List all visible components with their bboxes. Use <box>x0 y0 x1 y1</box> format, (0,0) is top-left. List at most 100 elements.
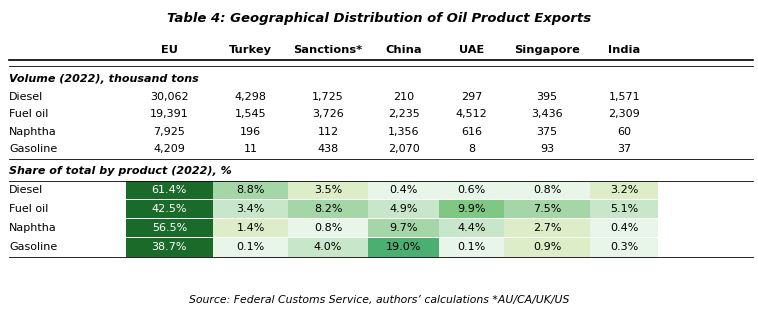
Text: 4,298: 4,298 <box>235 92 267 102</box>
Text: 2,235: 2,235 <box>387 109 419 119</box>
Text: 0.6%: 0.6% <box>457 185 486 195</box>
Text: 2.7%: 2.7% <box>533 223 561 233</box>
Bar <box>503 181 590 199</box>
Bar <box>440 238 503 256</box>
Text: 0.4%: 0.4% <box>610 223 639 233</box>
Text: 395: 395 <box>537 92 558 102</box>
Text: 4,209: 4,209 <box>153 144 186 154</box>
Text: Naphtha: Naphtha <box>9 223 57 233</box>
Bar <box>368 219 440 237</box>
Text: 438: 438 <box>318 144 339 154</box>
Text: 19.0%: 19.0% <box>386 242 421 252</box>
Text: Naphtha: Naphtha <box>9 127 57 137</box>
Bar <box>503 219 590 237</box>
Bar <box>126 181 213 199</box>
Text: 9.9%: 9.9% <box>457 204 486 214</box>
Bar <box>288 200 368 218</box>
Bar <box>126 200 213 218</box>
Bar <box>213 200 288 218</box>
Text: 0.1%: 0.1% <box>236 242 265 252</box>
Text: 11: 11 <box>243 144 258 154</box>
Text: UAE: UAE <box>459 45 484 56</box>
Text: 8: 8 <box>468 144 475 154</box>
Text: 9.7%: 9.7% <box>390 223 418 233</box>
Text: Fuel oil: Fuel oil <box>9 204 49 214</box>
Text: 616: 616 <box>461 127 482 137</box>
Text: 38.7%: 38.7% <box>152 242 187 252</box>
Text: 0.1%: 0.1% <box>457 242 486 252</box>
Text: India: India <box>609 45 641 56</box>
Text: 210: 210 <box>393 92 414 102</box>
Text: 0.3%: 0.3% <box>610 242 638 252</box>
Text: 19,391: 19,391 <box>150 109 189 119</box>
Text: 37: 37 <box>617 144 631 154</box>
Text: 7,925: 7,925 <box>153 127 186 137</box>
Bar <box>440 200 503 218</box>
Bar <box>503 238 590 256</box>
Text: Volume (2022), thousand tons: Volume (2022), thousand tons <box>9 74 199 84</box>
Text: 30,062: 30,062 <box>150 92 189 102</box>
Bar <box>288 219 368 237</box>
Text: Sanctions*: Sanctions* <box>293 45 362 56</box>
Text: 2,070: 2,070 <box>387 144 419 154</box>
Text: 8.2%: 8.2% <box>314 204 343 214</box>
Text: Gasoline: Gasoline <box>9 242 57 252</box>
Text: Fuel oil: Fuel oil <box>9 109 49 119</box>
Text: 1,356: 1,356 <box>388 127 419 137</box>
Text: 4,512: 4,512 <box>456 109 487 119</box>
Text: 1,725: 1,725 <box>312 92 344 102</box>
Bar <box>590 181 659 199</box>
Text: 196: 196 <box>240 127 262 137</box>
Text: 4.4%: 4.4% <box>457 223 486 233</box>
Bar <box>213 238 288 256</box>
Bar <box>503 200 590 218</box>
Text: 1,545: 1,545 <box>235 109 266 119</box>
Text: 61.4%: 61.4% <box>152 185 187 195</box>
Bar <box>368 181 440 199</box>
Text: China: China <box>385 45 422 56</box>
Bar <box>213 219 288 237</box>
Text: 5.1%: 5.1% <box>610 204 638 214</box>
Bar <box>590 238 659 256</box>
Bar <box>126 238 213 256</box>
Text: Source: Federal Customs Service, authors’ calculations *AU/CA/UK/US: Source: Federal Customs Service, authors… <box>189 295 569 305</box>
Text: 112: 112 <box>318 127 339 137</box>
Text: 0.9%: 0.9% <box>533 242 561 252</box>
Text: 2,309: 2,309 <box>609 109 641 119</box>
Text: 4.9%: 4.9% <box>390 204 418 214</box>
Bar <box>368 238 440 256</box>
Text: 375: 375 <box>537 127 558 137</box>
Text: Turkey: Turkey <box>229 45 272 56</box>
Bar <box>213 181 288 199</box>
Text: Table 4: Geographical Distribution of Oil Product Exports: Table 4: Geographical Distribution of Oi… <box>167 12 591 26</box>
Text: 0.8%: 0.8% <box>533 185 561 195</box>
Text: 0.8%: 0.8% <box>314 223 342 233</box>
Bar <box>440 219 503 237</box>
Bar <box>126 219 213 237</box>
Text: 56.5%: 56.5% <box>152 223 187 233</box>
Text: 0.4%: 0.4% <box>390 185 418 195</box>
Text: 7.5%: 7.5% <box>533 204 561 214</box>
Bar <box>440 181 503 199</box>
Bar <box>288 238 368 256</box>
Text: Diesel: Diesel <box>9 185 43 195</box>
Text: 42.5%: 42.5% <box>152 204 187 214</box>
Text: 3.4%: 3.4% <box>236 204 265 214</box>
Bar <box>590 219 659 237</box>
Text: 3.5%: 3.5% <box>314 185 342 195</box>
Text: 3.2%: 3.2% <box>610 185 639 195</box>
Text: Singapore: Singapore <box>514 45 580 56</box>
Bar <box>288 181 368 199</box>
Text: 1,571: 1,571 <box>609 92 641 102</box>
Bar <box>368 200 440 218</box>
Text: 297: 297 <box>461 92 482 102</box>
Text: 4.0%: 4.0% <box>314 242 342 252</box>
Bar <box>590 200 659 218</box>
Text: 60: 60 <box>618 127 631 137</box>
Text: 3,436: 3,436 <box>531 109 563 119</box>
Text: 8.8%: 8.8% <box>236 185 265 195</box>
Text: Diesel: Diesel <box>9 92 43 102</box>
Text: 93: 93 <box>540 144 554 154</box>
Text: Share of total by product (2022), %: Share of total by product (2022), % <box>9 166 232 176</box>
Text: 1.4%: 1.4% <box>236 223 265 233</box>
